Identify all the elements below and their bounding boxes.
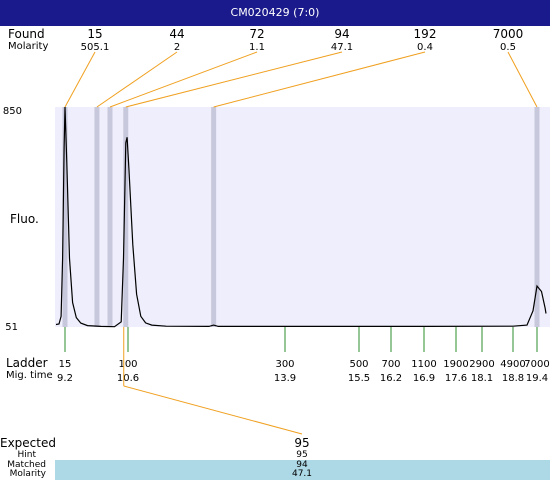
plot-area [55,107,550,327]
found-connector-44 [96,51,178,108]
found-band-7000 [534,107,540,327]
ladder-size-1900: 1900 [443,359,468,370]
found-connector-72 [109,51,258,108]
ladder-mig-time-2900: 18.1 [471,373,493,384]
found-band-94 [123,107,129,327]
y-tick-bottom: 51 [5,322,18,333]
expected-molarity-value: 47.1 [291,469,313,479]
ladder-mig-time-100: 10.6 [117,373,139,384]
ladder-size-500: 500 [349,359,368,370]
found-connector-94 [125,51,343,108]
ladder-size-700: 700 [381,359,400,370]
molarity-bottom-label: Molarity [9,469,46,479]
expected-value: 95 [294,436,310,450]
ladder-size-15: 15 [59,359,72,370]
expected-connector-diagonal [123,385,303,435]
found-molarity-7000: 0.5 [500,42,516,53]
found-size-192: 192 [414,27,437,41]
found-connector-192 [213,51,426,108]
found-band-15 [62,107,68,327]
found-molarity-192: 0.4 [417,42,433,53]
matched-value: 94 [296,460,308,470]
found-molarity-15: 505.1 [81,42,110,53]
fluo-axis-label: Fluo. [10,212,39,226]
expected-label: Expected [0,436,56,450]
found-molarity-44: 2 [174,42,180,53]
title-bar: CM020429 (7:0) [0,0,550,26]
matched-label: Matched [7,460,46,470]
ladder-mig-time-700: 16.2 [380,373,402,384]
fluorescence-trace [55,106,547,328]
ladder-mig-time-1900: 17.6 [445,373,467,384]
ladder-mig-time-7000: 19.4 [526,373,548,384]
ladder-size-7000: 7000 [524,359,549,370]
found-connector-15 [64,51,96,108]
found-molarity-72: 1.1 [249,42,265,53]
found-connector-7000 [507,51,538,108]
ladder-size-4900: 4900 [500,359,525,370]
found-size-15: 15 [87,27,102,41]
ladder-mig-time-500: 15.5 [348,373,370,384]
ladder-size-1100: 1100 [411,359,436,370]
ladder-mig-time-15: 9.2 [57,373,73,384]
found-band-72 [107,107,113,327]
matched-highlight-band [55,460,550,480]
found-size-7000: 7000 [493,27,524,41]
mig-time-label: Mig. time [6,370,53,381]
ladder-size-100: 100 [118,359,137,370]
ladder-mig-time-4900: 18.8 [502,373,524,384]
ladder-size-2900: 2900 [469,359,494,370]
found-size-44: 44 [169,27,184,41]
ladder-label: Ladder [6,356,48,370]
molarity-label: Molarity [8,41,49,52]
found-molarity-94: 47.1 [331,42,353,53]
hint-label: Hint [17,450,36,460]
hint-value: 95 [296,450,308,460]
ladder-mig-time-300: 13.9 [274,373,296,384]
found-band-44 [94,107,100,327]
found-label: Found [8,27,45,41]
ladder-size-300: 300 [275,359,294,370]
y-tick-top: 850 [2,106,22,117]
found-band-192 [211,107,217,327]
found-size-94: 94 [334,27,349,41]
ladder-mig-time-1100: 16.9 [413,373,435,384]
found-size-72: 72 [249,27,264,41]
